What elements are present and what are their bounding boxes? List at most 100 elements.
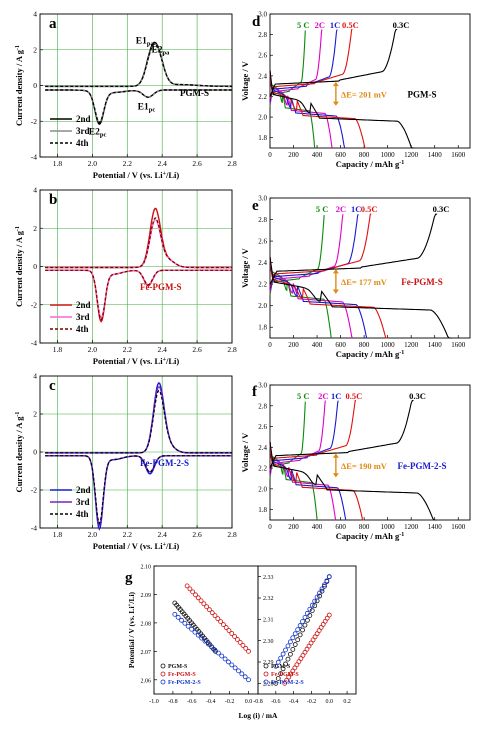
sample-label: PGM-S	[408, 89, 437, 99]
x-axis-label: Potential / V (vs. Li+/Li)	[93, 356, 180, 366]
data-point-Fe-PGM-2-S	[322, 582, 327, 588]
data-point-Fe-PGM-2-S	[305, 610, 310, 616]
data-point-Fe-PGM-S	[226, 628, 232, 633]
x-tick-label: 800	[359, 151, 370, 159]
y-tick-label: 2.6	[258, 238, 267, 246]
rate-label: 1C	[351, 204, 361, 214]
data-point-Fe-PGM-2-S	[185, 623, 191, 629]
rate-label: 1C	[331, 391, 341, 401]
data-point-Fe-PGM-S	[204, 604, 210, 610]
y-tick-label: 3.0	[258, 382, 267, 390]
arrow-head-up	[332, 269, 339, 274]
legend-label: 3rd	[76, 126, 90, 136]
discharge-0.5C	[269, 257, 388, 339]
x-tick-label: -0.2	[307, 699, 317, 705]
data-point-Fe-PGM-S	[234, 637, 240, 642]
panel-f: 0 200 400 600 800 1000 1200 1400 1600 1.8 2.0 2.2 2.…	[240, 382, 471, 541]
cv-cathodic-4th	[45, 455, 232, 525]
charge-0.3C	[269, 213, 438, 285]
y-tick-label: 0	[33, 448, 37, 457]
y-tick-label: 2.28	[263, 682, 274, 688]
y-tick-label: 2.6	[258, 423, 267, 431]
x-tick-label: 2.6	[192, 345, 202, 354]
charge-1C	[269, 400, 339, 474]
data-point-Fe-PGM-2-S	[205, 641, 211, 647]
x-tick-label: 1600	[451, 523, 466, 531]
rate-label: 5 C	[297, 20, 310, 30]
cv-cathodic-2nd	[45, 269, 232, 323]
legend-label: Fe-PGM-S	[168, 672, 196, 678]
legend-label: 4th	[76, 324, 89, 334]
rate-label: 0.5C	[361, 204, 378, 214]
data-point-Fe-PGM-2-S	[242, 674, 248, 680]
legend-label: 3rd	[76, 312, 90, 322]
x-tick-label: 0	[268, 523, 272, 531]
panel-letter: f	[252, 384, 258, 400]
data-point-Fe-PGM-2-S	[195, 632, 201, 638]
data-point-Fe-PGM-2-S	[226, 659, 231, 665]
data-point-Fe-PGM-2-S	[275, 659, 281, 665]
y-tick-label: 2.33	[263, 575, 274, 581]
x-axis-label: Log (i) / mA	[239, 711, 279, 720]
plot-frame	[269, 197, 471, 339]
data-point-Fe-PGM-S	[209, 610, 215, 616]
y-axis-label: Current density / A g-1	[14, 412, 24, 493]
x-tick-label: -0.4	[206, 699, 216, 705]
x-tick-label: 2.4	[157, 530, 167, 539]
data-point-Fe-PGM-S	[184, 583, 190, 589]
data-point-Fe-PGM-S	[215, 616, 221, 622]
panel-d: 0 200 400 600 800 1000 1200 1400 1600 1.8 2.0 2.2 2.…	[240, 11, 471, 169]
plot-frame	[269, 384, 471, 521]
rate-label: 0.5C	[342, 20, 359, 30]
peak-label: E1pc	[138, 103, 156, 114]
rate-label: 2C	[315, 20, 325, 30]
rate-label: 5 C	[316, 204, 329, 214]
data-point-Fe-PGM-2-S	[292, 631, 298, 637]
x-tick-label: -1.0	[149, 699, 159, 705]
charge-0.5C	[269, 28, 353, 100]
plot-frame	[269, 13, 471, 149]
cv-anodic-4th	[45, 43, 232, 88]
data-point-PGM-S	[312, 603, 318, 609]
peak-label: E2pc	[89, 128, 107, 139]
x-tick-label: 0.2	[343, 699, 351, 705]
cv-anodic-2nd	[45, 207, 232, 269]
rate-label: 2C	[318, 391, 328, 401]
x-tick-label: 0.0	[326, 699, 334, 705]
legend-marker	[160, 679, 166, 685]
data-point-Fe-PGM-2-S	[175, 614, 181, 620]
y-tick-label: 2.08	[141, 621, 152, 627]
legend-label: 2nd	[76, 485, 91, 495]
x-tick-label: 800	[359, 523, 370, 531]
data-point-Fe-PGM-2-S	[209, 644, 215, 650]
panel-a: 1.8 2.0 2.2 2.4 2.6 2.8 -4 -2 0 2 4 a Potential / V …	[14, 10, 237, 181]
data-point-Fe-PGM-S	[246, 648, 251, 654]
x-tick-label: 800	[359, 341, 370, 349]
data-point-Fe-PGM-2-S	[278, 655, 284, 661]
data-point-Fe-PGM-2-S	[182, 620, 188, 626]
x-tick-label: 0	[268, 341, 272, 349]
x-tick-label: 1400	[428, 341, 443, 349]
data-point-Fe-PGM-2-S	[239, 671, 245, 677]
data-point-Fe-PGM-2-S	[287, 639, 293, 645]
charge-2C	[269, 400, 326, 477]
legend-label: PGM-S	[168, 664, 188, 670]
x-tick-label: 2.4	[157, 159, 167, 168]
y-tick-label: 2.10	[141, 565, 152, 571]
panel-c: 1.8 2.0 2.2 2.4 2.6 2.8 -4 -2 0 2 4 c Potential / V …	[14, 372, 237, 552]
x-tick-label: 2.8	[227, 345, 237, 354]
data-point-Fe-PGM-S	[223, 625, 229, 630]
data-point-Fe-PGM-2-S	[229, 662, 235, 668]
x-tick-label: 600	[335, 523, 346, 531]
delta-e-label: ΔE= 190 mV	[341, 461, 388, 471]
y-axis-label: Potential / V (vs. Li+/Li)	[127, 591, 136, 668]
x-tick-label: 1000	[381, 151, 396, 159]
y-tick-label: -2	[31, 300, 37, 309]
data-point-PGM-S	[317, 593, 322, 599]
data-point-Fe-PGM-2-S	[246, 677, 251, 683]
rate-label: 5 C	[297, 391, 310, 401]
data-point-Fe-PGM-S	[207, 607, 212, 613]
y-axis-label: Voltage / V	[240, 247, 250, 288]
x-tick-label: 1600	[451, 341, 466, 349]
data-point-Fe-PGM-2-S	[297, 623, 303, 628]
